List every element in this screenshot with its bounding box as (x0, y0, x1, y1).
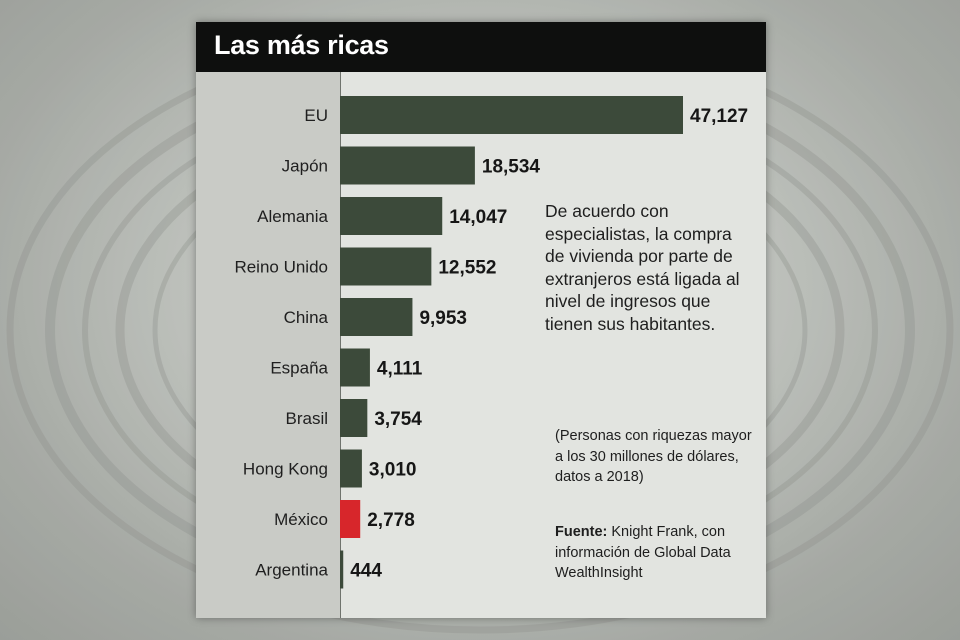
bar-chart: EU Japón Alemania Reino Unido China España Bra… (234, 96, 748, 589)
category-label: España (270, 359, 328, 378)
category-label: Brasil (285, 409, 328, 428)
bar (340, 298, 413, 336)
bar (340, 348, 370, 387)
value-label: 4,111 (377, 359, 423, 380)
source-label: Fuente: (555, 524, 608, 540)
category-label-panel (196, 72, 341, 618)
category-label: Hong Kong (243, 460, 328, 479)
bar (340, 146, 475, 185)
category-label: Argentina (255, 561, 328, 580)
category-label: Alemania (257, 207, 328, 226)
bar (340, 550, 344, 589)
source-text: Knight Frank, con información de Global … (555, 524, 731, 581)
value-label: 18,534 (482, 157, 541, 178)
infographic-card: Las más ricas EU Japón Alemania Reino Unido… (196, 22, 766, 618)
value-label: 2,778 (367, 510, 415, 531)
explanatory-note: De acuerdo con especialistas, la compra … (545, 201, 740, 334)
bar (340, 96, 683, 134)
source-credit: Fuente: Knight Frank, con información de… (555, 522, 760, 584)
chart-title: Las más ricas (214, 30, 389, 60)
value-label: 9,953 (419, 308, 467, 329)
category-label: EU (304, 106, 328, 125)
category-label: México (274, 510, 328, 529)
highlight-bar (340, 500, 361, 538)
category-label: Japón (282, 157, 328, 176)
value-label: 14,047 (449, 207, 507, 228)
bar (340, 197, 443, 235)
value-label: 47,127 (690, 106, 748, 127)
category-label: China (284, 308, 329, 327)
value-label: 12,552 (438, 258, 496, 279)
category-label: Reino Unido (234, 258, 328, 277)
bar (340, 449, 362, 488)
value-label: 444 (350, 561, 382, 582)
value-label: 3,010 (369, 460, 417, 481)
bar (340, 399, 368, 437)
category-labels: EU Japón Alemania Reino Unido China España Bra… (234, 106, 328, 580)
title-bar: Las más ricas (196, 22, 766, 72)
bars (340, 96, 683, 589)
value-label: 3,754 (374, 409, 422, 430)
value-labels: 47,127 18,534 14,047 12,552 9,953 4,111 3,754 3… (350, 106, 748, 582)
bar (340, 247, 432, 286)
data-definition-note: (Personas con riquezas mayor a los 30 mi… (555, 428, 752, 485)
